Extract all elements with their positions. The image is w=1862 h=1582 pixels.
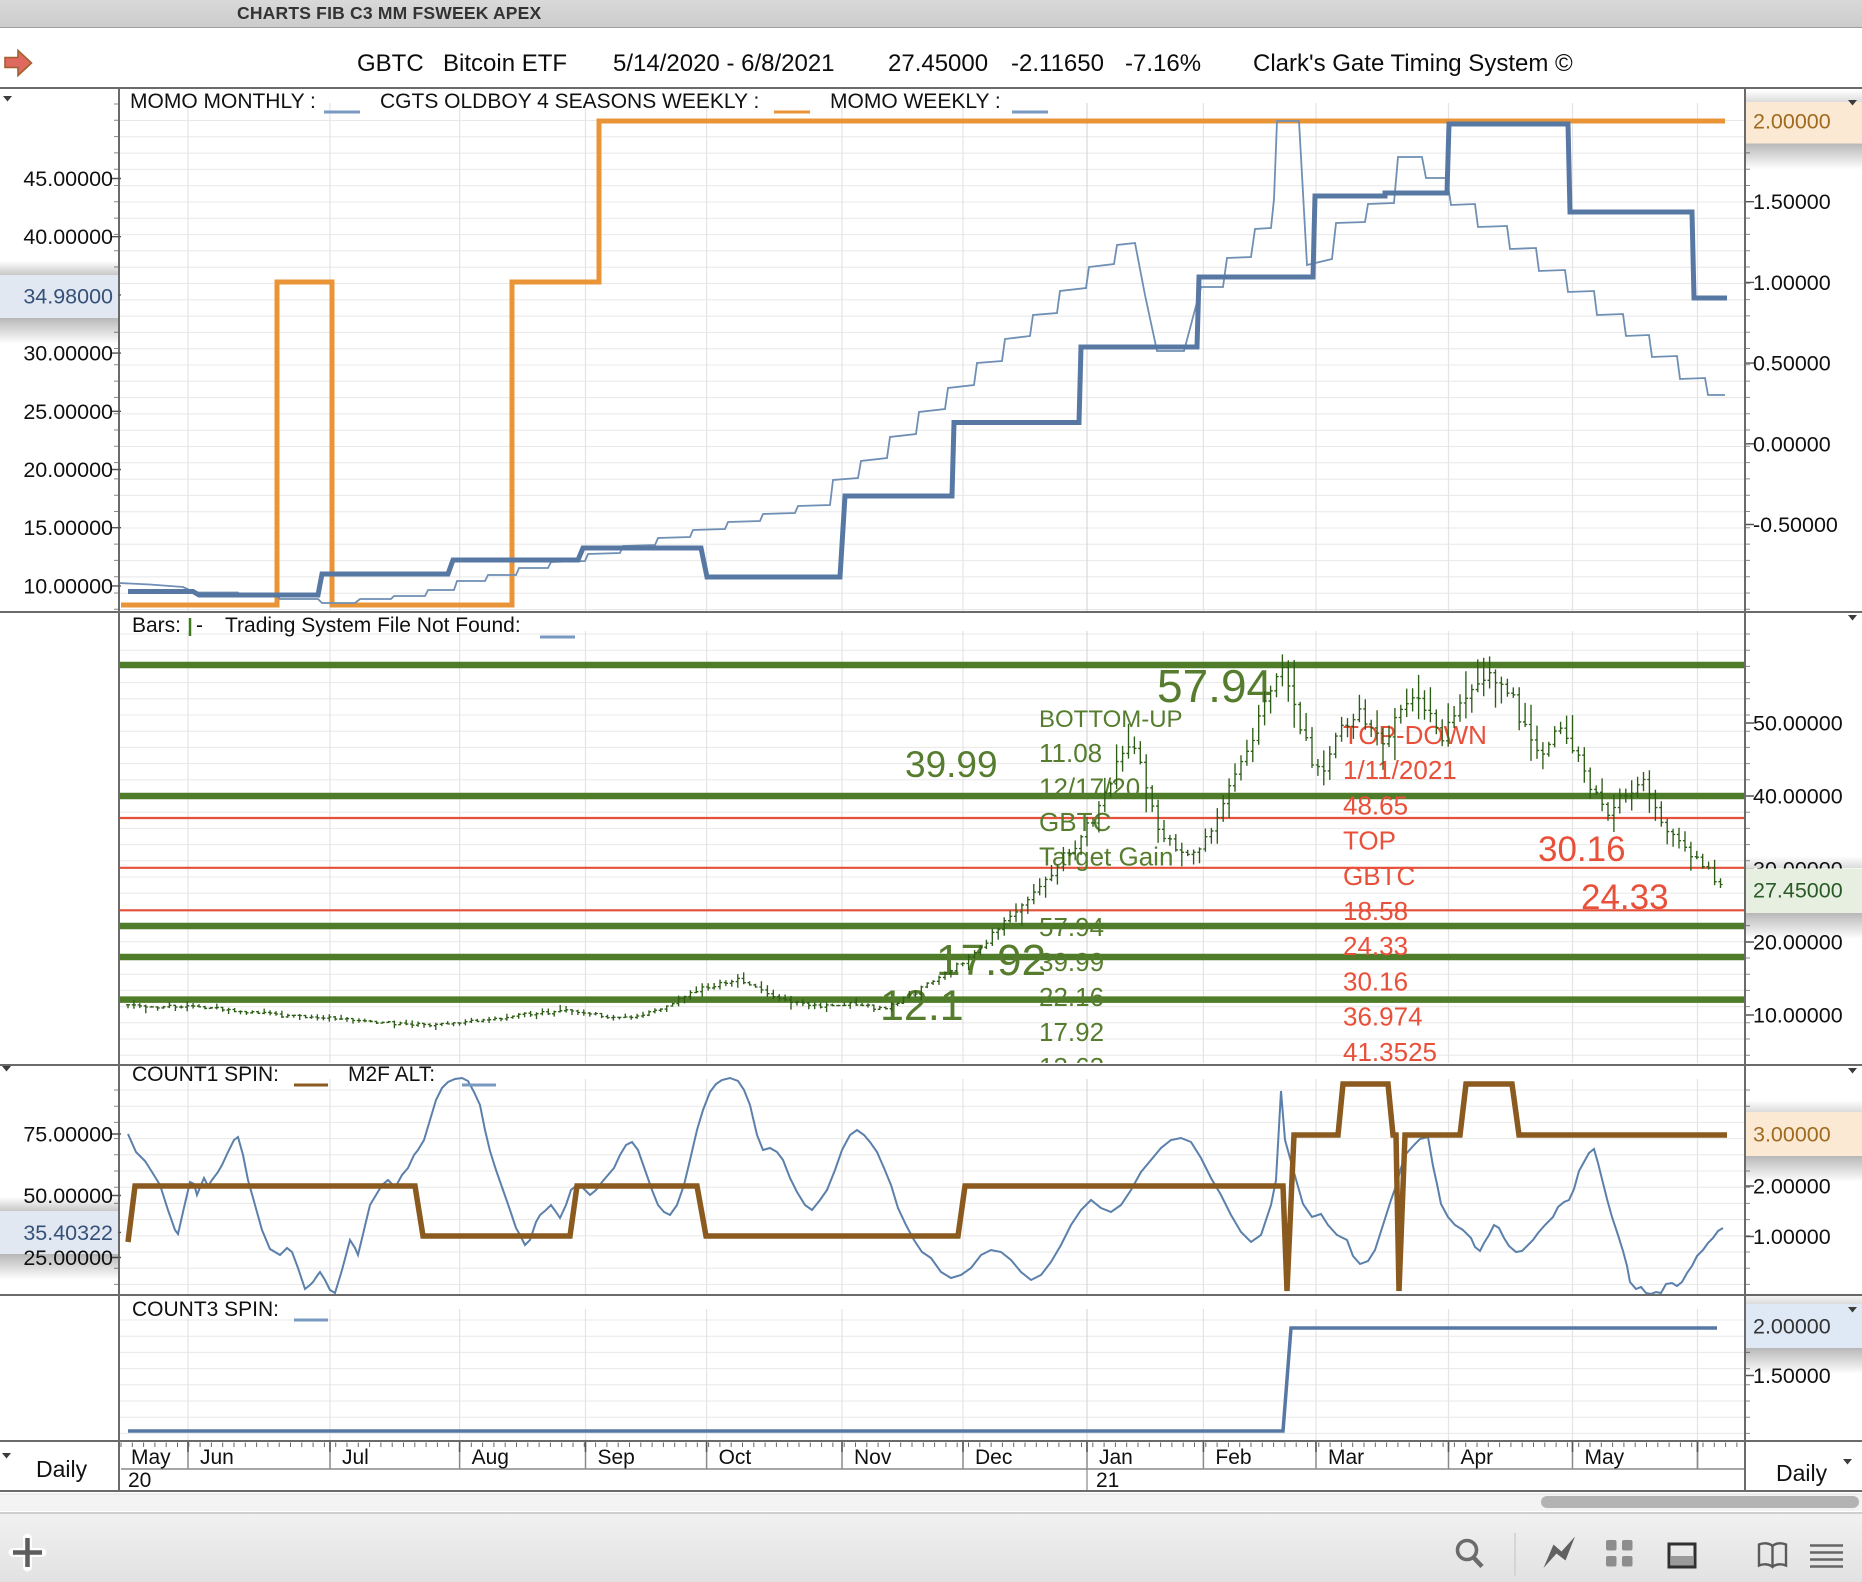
svg-text:25.00000: 25.00000	[23, 1246, 113, 1270]
svg-text:Apr: Apr	[1461, 1446, 1494, 1469]
svg-text:39.99: 39.99	[905, 744, 998, 785]
svg-text:57.94: 57.94	[1039, 912, 1104, 942]
svg-text:20: 20	[128, 1469, 151, 1492]
svg-text:COUNT3 SPIN:: COUNT3 SPIN:	[132, 1298, 279, 1321]
svg-text:Aug: Aug	[472, 1446, 509, 1469]
svg-text:1.00000: 1.00000	[1753, 1225, 1831, 1249]
svg-text:10.00000: 10.00000	[23, 574, 113, 598]
svg-text:BOTTOM-UP: BOTTOM-UP	[1039, 706, 1183, 733]
svg-text:GBTC: GBTC	[1039, 807, 1111, 837]
svg-text:TOP: TOP	[1343, 826, 1396, 856]
svg-text:1.00000: 1.00000	[1753, 271, 1831, 295]
svg-text:0.00000: 0.00000	[1753, 432, 1831, 456]
svg-text:Trading System File Not Found:: Trading System File Not Found:	[225, 614, 521, 637]
svg-text:15.00000: 15.00000	[23, 516, 113, 540]
svg-text:24.33: 24.33	[1581, 878, 1669, 917]
svg-text:2.00000: 2.00000	[1753, 110, 1831, 134]
svg-text:M2F ALT:: M2F ALT:	[348, 1063, 435, 1086]
svg-text:TOP-DOWN: TOP-DOWN	[1343, 720, 1487, 750]
svg-text:30.00000: 30.00000	[23, 342, 113, 366]
svg-text:36.974: 36.974	[1343, 1002, 1423, 1032]
svg-text:41.3525: 41.3525	[1343, 1037, 1437, 1067]
svg-text:20.00000: 20.00000	[1753, 931, 1843, 955]
svg-text:May: May	[1585, 1446, 1625, 1469]
svg-text:10.00000: 10.00000	[1753, 1004, 1843, 1028]
svg-text:3.00000: 3.00000	[1753, 1123, 1831, 1147]
svg-text:Feb: Feb	[1215, 1446, 1251, 1469]
svg-text:Jan: Jan	[1099, 1446, 1133, 1469]
svg-text:Daily: Daily	[1776, 1460, 1828, 1486]
svg-text:-: -	[196, 614, 203, 637]
svg-text:Bars:: Bars:	[132, 614, 181, 637]
svg-text:75.00000: 75.00000	[23, 1123, 113, 1147]
svg-text:50.00000: 50.00000	[23, 1184, 113, 1208]
svg-text:30.16: 30.16	[1538, 830, 1626, 869]
svg-text:57.94: 57.94	[1157, 660, 1272, 712]
svg-text:Oct: Oct	[719, 1446, 752, 1469]
svg-text:-0.50000: -0.50000	[1753, 513, 1838, 537]
svg-text:17.92: 17.92	[936, 936, 1046, 985]
svg-text:24.33: 24.33	[1343, 931, 1408, 961]
svg-text:18.58: 18.58	[1343, 896, 1408, 926]
svg-text:Mar: Mar	[1328, 1446, 1364, 1469]
svg-text:21: 21	[1096, 1469, 1119, 1492]
svg-text:40.00000: 40.00000	[1753, 785, 1843, 809]
svg-text:Daily: Daily	[36, 1456, 88, 1482]
svg-text:MOMO WEEKLY :: MOMO WEEKLY :	[830, 90, 1001, 113]
svg-text:CGTS OLDBOY 4 SEASONS WEEKLY :: CGTS OLDBOY 4 SEASONS WEEKLY :	[380, 90, 759, 113]
svg-text:11.08: 11.08	[1039, 738, 1102, 768]
svg-text:12/17/20: 12/17/20	[1039, 773, 1140, 803]
svg-text:25.00000: 25.00000	[23, 400, 113, 424]
svg-text:COUNT1 SPIN:: COUNT1 SPIN:	[132, 1063, 279, 1086]
svg-text:20.00000: 20.00000	[23, 458, 113, 482]
svg-text:2.00000: 2.00000	[1753, 1175, 1831, 1199]
svg-text:May: May	[131, 1446, 171, 1469]
svg-text:0.50000: 0.50000	[1753, 352, 1831, 376]
svg-text:17.92: 17.92	[1039, 1017, 1104, 1047]
svg-text:1.50000: 1.50000	[1753, 1364, 1831, 1388]
svg-text:30.16: 30.16	[1343, 966, 1408, 996]
svg-text:34.98000: 34.98000	[23, 284, 113, 308]
svg-text:1.50000: 1.50000	[1753, 190, 1831, 214]
svg-text:Jul: Jul	[342, 1446, 369, 1469]
svg-text:45.00000: 45.00000	[23, 167, 113, 191]
svg-text:MOMO MONTHLY :: MOMO MONTHLY :	[130, 90, 316, 113]
svg-text:48.65: 48.65	[1343, 790, 1408, 820]
svg-text:1/11/2021: 1/11/2021	[1343, 755, 1457, 785]
svg-text:39.99: 39.99	[1039, 947, 1104, 977]
svg-text:Nov: Nov	[854, 1446, 892, 1469]
svg-text:GBTC: GBTC	[1343, 861, 1415, 891]
svg-text:2.00000: 2.00000	[1753, 1315, 1831, 1339]
svg-text:35.40322: 35.40322	[23, 1221, 113, 1245]
svg-text:Sep: Sep	[598, 1446, 635, 1469]
svg-text:50.00000: 50.00000	[1753, 712, 1843, 736]
svg-text:22.16: 22.16	[1039, 982, 1104, 1012]
svg-text:Jun: Jun	[200, 1446, 234, 1469]
svg-text:Dec: Dec	[975, 1446, 1012, 1469]
svg-text:27.45000: 27.45000	[1753, 879, 1843, 903]
svg-text:13.62: 13.62	[1039, 1052, 1104, 1082]
svg-text:40.00000: 40.00000	[23, 225, 113, 249]
